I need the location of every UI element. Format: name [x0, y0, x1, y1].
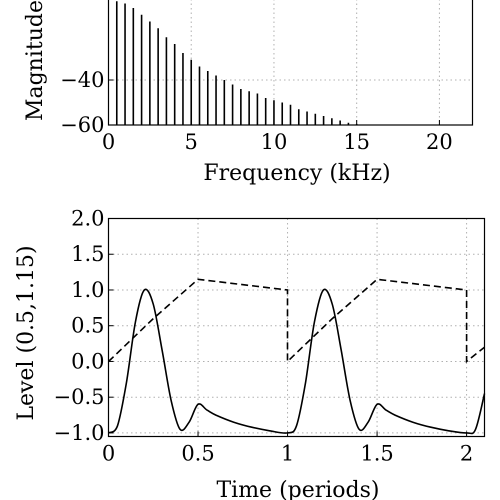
spectrum-x-tick-label: 15 — [343, 130, 370, 154]
spectrum-x-tick-label: 20 — [426, 130, 453, 154]
spectrum-x-tick-label: 0 — [102, 130, 115, 154]
waveform-y-tick-label: 2.0 — [71, 207, 104, 231]
waveform-plot-frame — [107, 217, 486, 438]
spectrum-x-tick-label: 5 — [185, 130, 198, 154]
waveform-x-tick-label: 1.5 — [360, 442, 393, 466]
spectrum-y-tick-label: −60 — [60, 113, 104, 137]
spectrum-x-tick-label: 10 — [261, 130, 288, 154]
spectrum-y-axis-label: Magnitude — [23, 0, 48, 121]
waveform-solid-series-line — [108, 288, 486, 435]
waveform-x-tick-label: 1 — [281, 442, 294, 466]
waveform-y-axis-label: Level (0.5,1.15) — [14, 245, 39, 420]
waveform-y-tick-label: 0.5 — [71, 314, 104, 338]
waveform-y-tick-label: −1.0 — [54, 421, 105, 445]
spectrum-chart: 0 5 10 15 20 −40 −60 Frequency (kHz) Magnitude — [23, 0, 474, 186]
waveform-y-tick-label: 1.5 — [71, 242, 104, 266]
waveform-x-tick-label: 0 — [102, 442, 115, 466]
waveform-y-tick-label: 0.0 — [71, 349, 104, 373]
waveform-x-axis-label: Time (periods) — [216, 478, 379, 500]
waveform-y-tick-label: 1.0 — [71, 278, 104, 302]
waveform-x-tick-label: 2 — [460, 442, 473, 466]
spectrum-x-axis-label: Frequency (kHz) — [203, 161, 390, 186]
spectrum-y-tick-label: −40 — [60, 68, 104, 92]
waveform-x-tick-label: 0.5 — [181, 442, 214, 466]
spectrum-plot-frame — [107, 0, 474, 126]
waveform-dashed-series-line — [107, 278, 485, 364]
waveform-chart: 0 0.5 1 1.5 2 −1.0 −0.5 0.0 0.5 1.0 1.5 2.0 Time (p… — [14, 207, 486, 500]
waveform-y-tick-label: −0.5 — [54, 385, 105, 409]
